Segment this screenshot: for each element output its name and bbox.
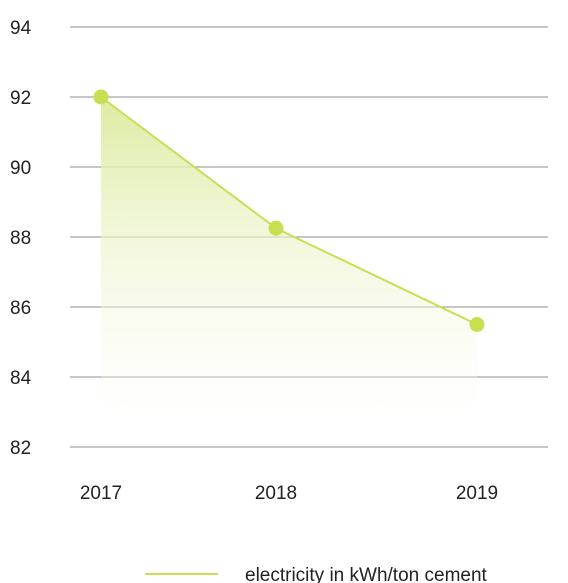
y-tick-label: 94 xyxy=(10,18,32,39)
data-point xyxy=(93,89,109,105)
data-point xyxy=(268,220,284,236)
y-tick-label: 84 xyxy=(10,368,32,389)
data-point xyxy=(469,317,485,332)
y-axis-ticks: 82 84 86 88 90 92 94 xyxy=(10,18,32,459)
y-tick-label: 90 xyxy=(10,158,31,179)
y-tick-label: 88 xyxy=(10,228,31,249)
data-points xyxy=(93,89,485,332)
area-fill xyxy=(101,97,477,423)
y-tick-label: 82 xyxy=(10,438,31,459)
y-tick-label: 86 xyxy=(10,298,31,319)
x-axis-ticks: 2017 2018 2019 xyxy=(80,483,498,504)
x-tick-label: 2017 xyxy=(80,483,122,504)
y-tick-label: 92 xyxy=(10,88,31,109)
area-fill-shape xyxy=(101,97,477,423)
legend: electricity in kWh/ton cement xyxy=(145,565,488,583)
legend-label: electricity in kWh/ton cement xyxy=(245,565,488,583)
x-tick-label: 2018 xyxy=(255,483,297,504)
x-tick-label: 2019 xyxy=(456,483,498,504)
